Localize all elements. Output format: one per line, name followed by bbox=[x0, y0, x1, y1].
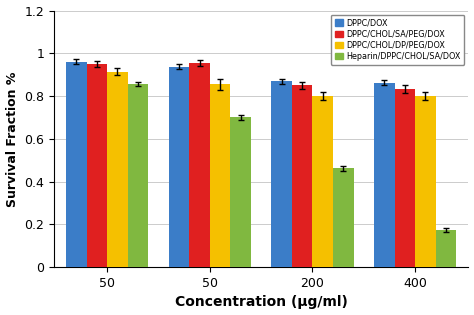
Bar bbox=[374, 83, 394, 267]
Y-axis label: Survival Fraction %: Survival Fraction % bbox=[6, 71, 18, 207]
Legend: DPPC/DOX, DPPC/CHOL/SA/PEG/DOX, DPPC/CHOL/DP/PEG/DOX, Heparin/DPPC/CHOL/SA/DOX: DPPC/DOX, DPPC/CHOL/SA/PEG/DOX, DPPC/CHO… bbox=[331, 14, 465, 65]
Bar bbox=[210, 84, 230, 267]
Bar bbox=[87, 64, 107, 267]
X-axis label: Concentration (μg/ml): Concentration (μg/ml) bbox=[175, 295, 347, 309]
Bar bbox=[189, 63, 210, 267]
Bar bbox=[272, 81, 292, 267]
Bar bbox=[292, 85, 312, 267]
Bar bbox=[107, 72, 128, 267]
Bar bbox=[230, 117, 251, 267]
Bar bbox=[128, 84, 148, 267]
Bar bbox=[312, 96, 333, 267]
Bar bbox=[436, 230, 456, 267]
Bar bbox=[333, 169, 354, 267]
Bar bbox=[415, 96, 436, 267]
Bar bbox=[169, 66, 189, 267]
Bar bbox=[66, 62, 87, 267]
Bar bbox=[394, 89, 415, 267]
